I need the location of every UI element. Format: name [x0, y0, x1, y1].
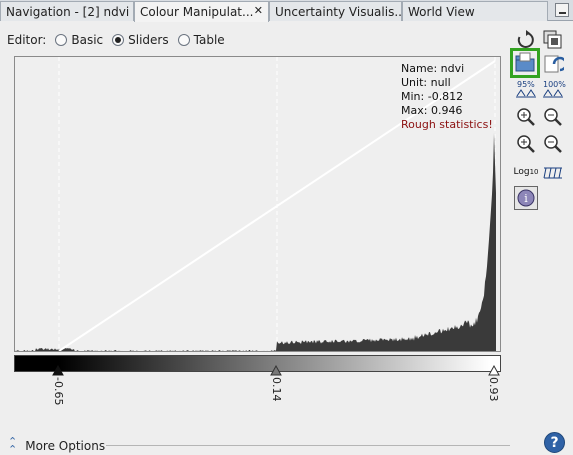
minimize-button[interactable]	[555, 3, 569, 17]
separator-line	[106, 445, 510, 446]
stat-unit: Unit: null	[401, 76, 493, 90]
stat-name: Name: ndvi	[401, 62, 493, 76]
info-icon: i	[516, 188, 536, 208]
zoom-95-button[interactable]	[514, 86, 538, 100]
distribute-button[interactable]	[541, 160, 565, 184]
radio-table[interactable]	[178, 34, 190, 46]
radio-basic-label[interactable]: Basic	[71, 33, 103, 47]
zoom-out-vertical-button[interactable]	[541, 105, 565, 129]
slider-marker-mid[interactable]	[270, 365, 282, 376]
tab-bar: Navigation - [2] ndvi Colour Manipulat..…	[0, 0, 573, 21]
chevron-up-icon: ⌃ ⌃	[8, 438, 17, 454]
tab-uncertainty-visualisation[interactable]: Uncertainty Visualis...	[269, 1, 402, 21]
zoom-in-horizontal-button[interactable]	[514, 132, 538, 156]
more-options-label: More Options	[25, 439, 105, 453]
zoom-out-icon	[542, 106, 564, 128]
tab-navigation[interactable]: Navigation - [2] ndvi	[0, 1, 134, 21]
log-base: 10	[530, 168, 539, 176]
help-button[interactable]: ?	[544, 432, 565, 453]
slider-value-mid: 0.14	[270, 377, 283, 402]
tab-world-view[interactable]: World View	[402, 1, 548, 21]
zoom-out-icon	[542, 133, 564, 155]
help-icon: ?	[550, 435, 558, 451]
zoom-100-button[interactable]	[541, 86, 565, 100]
zoom-in-icon	[515, 133, 537, 155]
svg-text:i: i	[524, 192, 528, 205]
zoom-in-vertical-button[interactable]	[514, 105, 538, 129]
stat-max: Max: 0.946	[401, 104, 493, 118]
histogram-bars	[15, 133, 496, 352]
log-label: Log	[514, 167, 530, 177]
slider-marker-high[interactable]	[488, 365, 500, 376]
slider-value-low: -0.65	[52, 377, 65, 405]
radio-basic[interactable]	[55, 34, 67, 46]
radio-sliders[interactable]	[112, 34, 124, 46]
scale-icon	[542, 87, 564, 99]
editor-mode-selector: Editor: Basic Sliders Table	[7, 31, 225, 49]
distribute-icon	[542, 164, 564, 180]
stat-min: Min: -0.812	[401, 90, 493, 104]
colour-gradient-bar[interactable]	[14, 355, 501, 372]
tab-label: Navigation - [2] ndvi	[6, 5, 129, 19]
histogram-plot[interactable]: Name: ndvi Unit: null Min: -0.812 Max: 0…	[14, 56, 501, 352]
radio-table-label[interactable]: Table	[194, 33, 225, 47]
slider-marker-low[interactable]	[52, 365, 64, 376]
stat-warning: Rough statistics!	[401, 118, 493, 132]
folder-icon	[514, 52, 536, 74]
tab-label: Colour Manipulat...	[140, 5, 253, 19]
save-button[interactable]	[541, 53, 565, 77]
minimize-icon	[559, 12, 566, 14]
log-scale-button[interactable]: Log 10	[514, 160, 538, 184]
tab-label: Uncertainty Visualis...	[275, 5, 402, 19]
editor-label: Editor:	[7, 33, 46, 47]
info-button[interactable]: i	[514, 186, 538, 210]
more-options-toggle[interactable]: ⌃ ⌃ More Options	[8, 438, 105, 454]
layers-button[interactable]	[541, 28, 565, 52]
slider-value-high: 0.93	[487, 377, 500, 402]
zoom-in-icon	[515, 106, 537, 128]
tab-label: World View	[408, 5, 475, 19]
save-icon	[542, 54, 564, 76]
statistics-panel: Name: ndvi Unit: null Min: -0.812 Max: 0…	[401, 62, 493, 132]
tab-colour-manipulation[interactable]: Colour Manipulat... ✕	[134, 1, 269, 22]
open-file-button[interactable]	[510, 48, 540, 78]
scale-icon	[515, 87, 537, 99]
zoom-out-horizontal-button[interactable]	[541, 132, 565, 156]
layers-icon	[542, 29, 564, 51]
radio-sliders-label[interactable]: Sliders	[128, 33, 168, 47]
close-icon[interactable]: ✕	[254, 4, 263, 17]
